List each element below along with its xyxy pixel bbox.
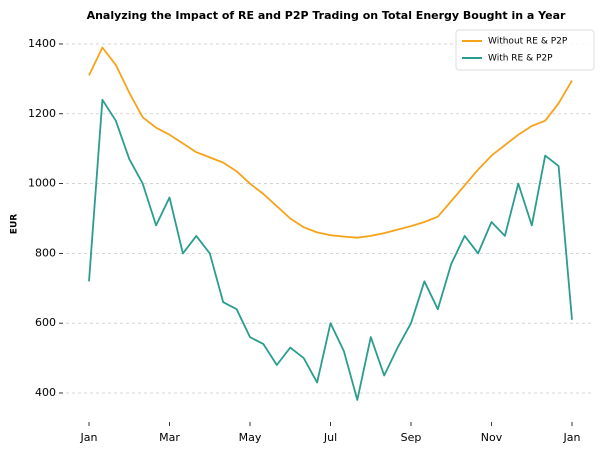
legend-box: [455, 29, 595, 71]
y-axis-label: EUR: [10, 214, 20, 234]
y-tick-label: 400: [35, 386, 56, 399]
y-tick-label: 800: [35, 246, 56, 259]
x-tick-label: Mar: [159, 431, 180, 444]
x-tick-label: Nov: [481, 431, 503, 444]
y-tick-label: 1400: [28, 37, 56, 50]
x-tick-label: Jan: [80, 431, 98, 444]
line-series: [88, 46, 573, 239]
legend-label: With RE & P2P: [488, 54, 553, 64]
legend-label: Without RE & P2P: [488, 37, 568, 47]
x-tick-label: Jul: [323, 431, 337, 444]
x-tick-label: May: [239, 431, 262, 444]
legend: Without RE & P2P With RE & P2P: [455, 29, 595, 71]
line-series: [88, 98, 573, 401]
y-tick-label: 1000: [28, 177, 56, 190]
x-tick-label: Jan: [563, 431, 581, 444]
chart-title: Analyzing the Impact of RE and P2P Tradi…: [87, 9, 566, 22]
x-tick-label: Sep: [401, 431, 422, 444]
y-tick-label: 1200: [28, 107, 56, 120]
y-tick-label: 600: [35, 316, 56, 329]
